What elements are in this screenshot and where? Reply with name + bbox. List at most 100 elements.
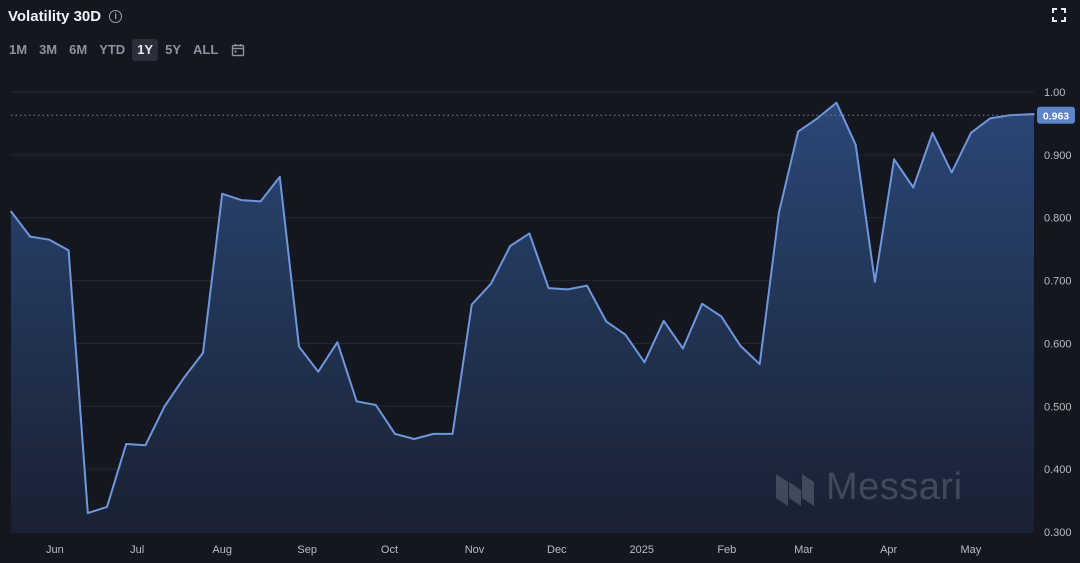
data-point: [490, 282, 492, 285]
area-path: [11, 102, 1034, 532]
x-tick-label: Jul: [130, 544, 144, 556]
x-tick-label: Aug: [212, 544, 232, 556]
y-tick-label: 0.300: [1044, 527, 1072, 539]
data-point: [29, 235, 32, 238]
data-point: [432, 433, 435, 435]
data-point: [259, 200, 262, 203]
data-point: [87, 512, 89, 514]
y-tick-label: 0.500: [1044, 401, 1072, 413]
y-tick-label: 1.00: [1044, 87, 1065, 99]
data-point: [605, 320, 607, 323]
data-point: [682, 347, 684, 350]
calendar-icon[interactable]: [231, 43, 245, 57]
x-tick-label: Dec: [547, 544, 567, 556]
x-tick-label: Nov: [465, 544, 485, 556]
chart-title: Volatility 30D: [8, 7, 102, 25]
data-point: [950, 171, 953, 174]
data-point: [874, 281, 876, 283]
range-button-all[interactable]: ALL: [193, 42, 219, 57]
data-point: [355, 400, 358, 403]
y-tick-label: 0.400: [1044, 464, 1072, 476]
data-point: [567, 288, 569, 291]
info-icon[interactable]: i: [109, 9, 123, 23]
series-line: [10, 101, 1035, 515]
data-point: [451, 433, 454, 435]
chart-header: Volatility 30D i: [8, 6, 123, 26]
time-range-selector: 1M 3M 6M YTD 1Y 5Y ALL: [4, 39, 245, 61]
x-tick-label: Apr: [880, 544, 897, 556]
data-point: [989, 117, 991, 120]
data-point: [48, 238, 51, 241]
x-axis: Jun Jul Aug Sep Oct Nov Dec 2025 Feb Mar Apr May: [46, 544, 982, 556]
x-tick-label: 2025: [630, 544, 654, 556]
data-point: [931, 132, 934, 134]
fullscreen-icon[interactable]: [1052, 8, 1066, 22]
current-value-indicator: 0.963: [11, 106, 1075, 124]
data-point: [183, 377, 185, 379]
data-point: [797, 130, 799, 133]
x-tick-label: Sep: [297, 544, 317, 556]
data-point: [662, 320, 665, 322]
range-button-1m[interactable]: 1M: [9, 42, 28, 57]
data-point: [778, 211, 780, 214]
data-point: [471, 303, 473, 306]
data-point: [1033, 113, 1035, 115]
line-path: [10, 101, 1035, 515]
data-point: [970, 132, 972, 134]
current-value-label: 0.963: [1043, 110, 1069, 122]
data-point: [854, 144, 857, 146]
data-point: [144, 444, 147, 447]
data-point: [336, 341, 339, 344]
range-button-3m[interactable]: 3M: [39, 42, 58, 57]
data-point: [413, 438, 416, 440]
data-point: [758, 363, 761, 366]
data-point: [125, 443, 127, 445]
data-point: [163, 405, 166, 408]
data-point: [509, 245, 512, 247]
data-point: [586, 284, 588, 287]
range-button-5y[interactable]: 5Y: [165, 42, 181, 57]
data-point: [720, 315, 723, 318]
data-point: [279, 176, 281, 178]
current-value-badge: [1037, 106, 1075, 124]
data-point: [816, 117, 819, 120]
x-tick-label: Oct: [381, 544, 398, 556]
data-point: [528, 232, 531, 235]
data-point: [375, 404, 377, 406]
y-tick-label: 0.900: [1044, 150, 1072, 162]
range-button-ytd[interactable]: YTD: [99, 42, 126, 57]
data-point: [1008, 114, 1011, 117]
area-fill: [11, 102, 1034, 532]
x-tick-label: Jun: [46, 544, 64, 556]
data-point: [317, 370, 320, 373]
y-axis: 1.00 0.900 0.800 0.700 0.600 0.500 0.400 0.300: [1044, 87, 1072, 539]
data-points: [10, 101, 1035, 514]
messari-logo-icon: [776, 473, 814, 506]
data-point: [240, 199, 243, 201]
y-tick-label: 0.800: [1044, 213, 1072, 225]
data-point: [701, 303, 703, 305]
data-point: [394, 433, 396, 435]
data-point: [643, 361, 646, 364]
range-button-1y[interactable]: 1Y: [132, 39, 159, 61]
messari-watermark: Messari: [774, 466, 963, 509]
y-tick-label: 0.600: [1044, 338, 1072, 350]
data-point: [202, 352, 204, 354]
data-point: [912, 186, 915, 189]
data-point: [106, 506, 108, 508]
y-tick-label: 0.700: [1044, 276, 1072, 288]
data-point: [739, 345, 742, 347]
data-point: [547, 287, 550, 289]
x-tick-label: May: [961, 544, 982, 556]
data-point: [893, 158, 895, 161]
x-tick-label: Mar: [794, 544, 813, 556]
data-point: [835, 101, 838, 104]
watermark-text: Messari: [826, 466, 963, 508]
data-point: [10, 210, 12, 213]
data-point: [624, 333, 627, 336]
data-point: [67, 249, 70, 252]
range-button-6m[interactable]: 6M: [69, 42, 88, 57]
x-tick-label: Feb: [717, 544, 736, 556]
data-point: [221, 193, 223, 195]
